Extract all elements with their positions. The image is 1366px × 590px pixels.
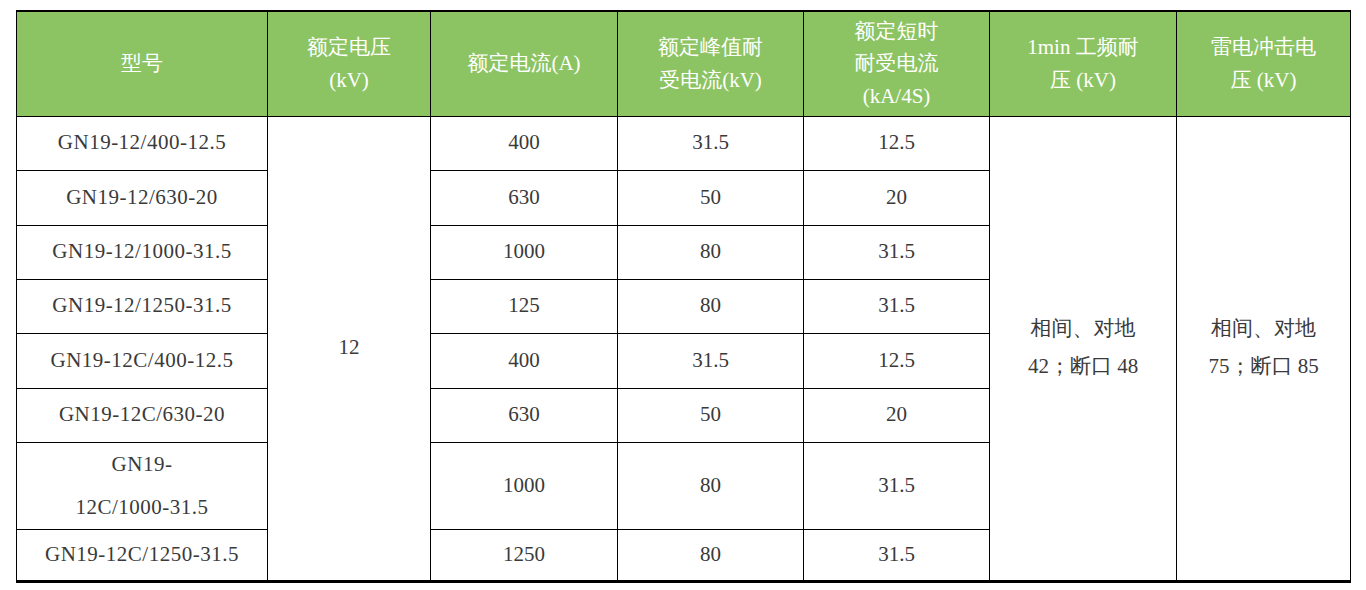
cell-rated-current: 125	[431, 279, 618, 333]
cell-short-time-current: 20	[804, 388, 990, 442]
cell-short-time-current: 20	[804, 170, 990, 225]
cell-rated-current: 630	[431, 388, 618, 442]
cell-peak-current: 80	[618, 529, 804, 581]
cell-rated-current: 400	[431, 116, 618, 170]
cell-short-time-current: 12.5	[804, 116, 990, 170]
header-short-time-withstand-current: 额定短时 耐受电流 (kA/4S)	[804, 11, 990, 116]
cell-short-time-current: 31.5	[804, 529, 990, 581]
header-model: 型号	[17, 11, 268, 116]
cell-peak-current: 31.5	[618, 333, 804, 388]
cell-short-time-current: 31.5	[804, 442, 990, 529]
cell-model: GN19-12/1250-31.5	[17, 279, 268, 333]
cell-rated-current: 1000	[431, 225, 618, 279]
cell-lightning-impulse-voltage: 相间、对地 75；断口 85	[1177, 116, 1351, 581]
cell-short-time-current: 31.5	[804, 225, 990, 279]
cell-model: GN19-12C/1250-31.5	[17, 529, 268, 581]
cell-short-time-current: 31.5	[804, 279, 990, 333]
cell-rated-current: 400	[431, 333, 618, 388]
cell-rated-current: 630	[431, 170, 618, 225]
switch-spec-table: 型号 额定电压 (kV) 额定电流(A) 额定峰值耐 受电流(kV) 额定短时 …	[16, 10, 1351, 583]
cell-model: GN19-12/400-12.5	[17, 116, 268, 170]
header-power-frequency-withstand-voltage: 1min 工频耐 压 (kV)	[990, 11, 1177, 116]
cell-model: GN19-12/630-20	[17, 170, 268, 225]
cell-rated-current: 1000	[431, 442, 618, 529]
cell-rated-voltage: 12	[268, 116, 431, 581]
header-lightning-impulse-voltage: 雷电冲击电 压 (kV)	[1177, 11, 1351, 116]
cell-model: GN19-12C/630-20	[17, 388, 268, 442]
cell-peak-current: 80	[618, 442, 804, 529]
cell-rated-current: 1250	[431, 529, 618, 581]
cell-power-frequency-voltage: 相间、对地 42；断口 48	[990, 116, 1177, 581]
header-rated-current: 额定电流(A)	[431, 11, 618, 116]
cell-peak-current: 80	[618, 225, 804, 279]
header-row: 型号 额定电压 (kV) 额定电流(A) 额定峰值耐 受电流(kV) 额定短时 …	[17, 11, 1351, 116]
cell-short-time-current: 12.5	[804, 333, 990, 388]
table-row: GN19-12/400-12.5 12 400 31.5 12.5 相间、对地 …	[17, 116, 1351, 170]
cell-model: GN19-12/1000-31.5	[17, 225, 268, 279]
cell-peak-current: 50	[618, 388, 804, 442]
cell-peak-current: 31.5	[618, 116, 804, 170]
header-rated-voltage: 额定电压 (kV)	[268, 11, 431, 116]
cell-peak-current: 80	[618, 279, 804, 333]
page: 型号 额定电压 (kV) 额定电流(A) 额定峰值耐 受电流(kV) 额定短时 …	[0, 0, 1366, 590]
cell-model: GN19-12C/400-12.5	[17, 333, 268, 388]
header-peak-withstand-current: 额定峰值耐 受电流(kV)	[618, 11, 804, 116]
cell-model: GN19- 12C/1000-31.5	[17, 442, 268, 529]
cell-peak-current: 50	[618, 170, 804, 225]
